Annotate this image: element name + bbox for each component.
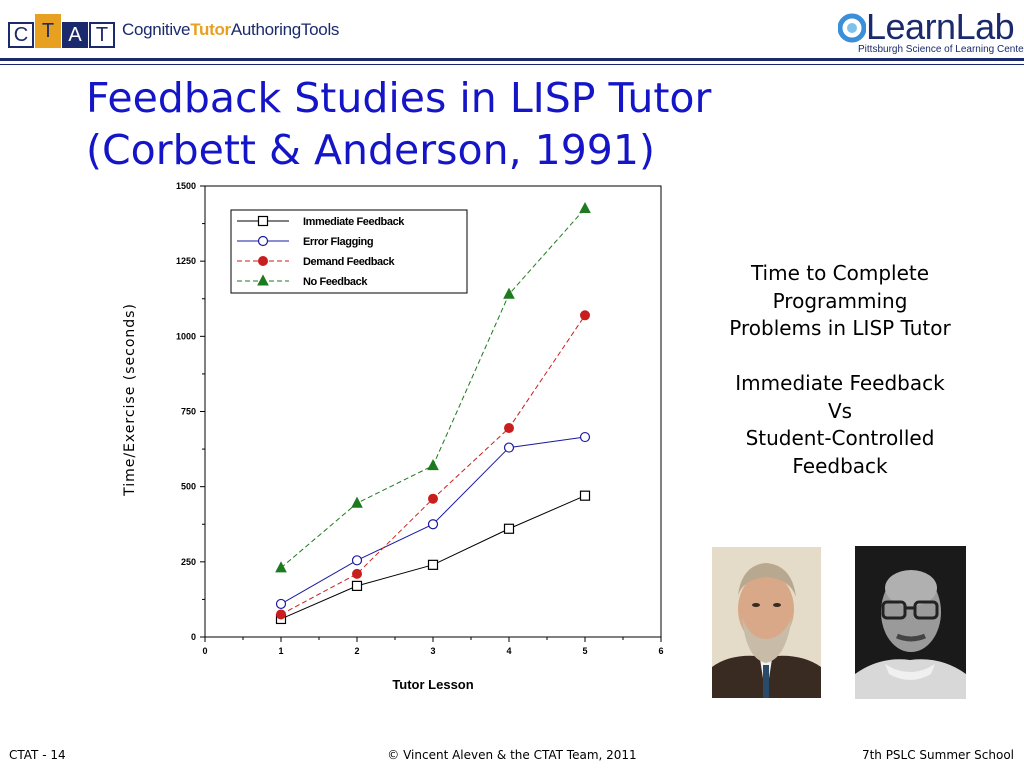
data-point	[276, 609, 286, 620]
x-tick-label: 2	[354, 646, 359, 656]
ctat-tagline: CognitiveTutorAuthoringTools	[122, 20, 339, 40]
y-tick-label: 250	[181, 557, 196, 567]
description-line: Immediate Feedback	[735, 371, 945, 395]
learnlab-swirl-icon	[838, 13, 866, 43]
y-tick-label: 500	[181, 482, 196, 492]
data-point	[503, 442, 515, 453]
header-rule	[0, 58, 1024, 61]
ctat-logo-letter: A	[62, 22, 88, 48]
legend-entry: Immediate Feedback	[303, 216, 405, 228]
series-line	[280, 495, 586, 620]
learnlab-subtitle: Pittsburgh Science of Learning Center	[858, 44, 1024, 55]
data-point	[427, 559, 439, 570]
x-tick-label: 3	[430, 646, 435, 656]
data-point	[579, 431, 591, 443]
ctat-logo-letter: T	[89, 22, 115, 48]
data-point	[351, 496, 363, 508]
y-axis-label: Time/Exercise (seconds)	[122, 303, 138, 497]
slide-header: C T A T CognitiveTutorAuthoringTools Lea…	[0, 0, 1024, 65]
data-point	[579, 201, 591, 214]
ctat-tagline-cognitive: Cognitive	[122, 20, 191, 39]
x-axis-label: Tutor Lesson	[392, 677, 473, 692]
description-line: Problems in LISP Tutor	[729, 316, 951, 340]
y-tick-label: 750	[181, 407, 196, 417]
y-tick-label: 0	[191, 632, 196, 642]
ctat-logo-letter: C	[8, 22, 34, 48]
data-point	[504, 423, 514, 434]
footer-copyright: © Vincent Aleven & the CTAT Team, 2011	[387, 748, 637, 762]
data-point	[275, 561, 287, 573]
footer-slide-number: CTAT - 14	[9, 748, 66, 762]
x-tick-label: 5	[582, 646, 587, 656]
ctat-logo-letter: T	[35, 14, 61, 48]
header-rule-thin	[0, 64, 1024, 65]
data-point	[579, 490, 591, 501]
description-line: Student-Controlled	[745, 426, 935, 450]
footer-event: 7th PSLC Summer School	[861, 748, 1014, 762]
slide-title: Feedback Studies in LISP Tutor (Corbett …	[86, 72, 711, 176]
description-line: Time to Complete	[750, 261, 930, 285]
ctat-logo: C T A T CognitiveTutorAuthoringTools	[8, 12, 339, 48]
description-line: Programming	[772, 288, 908, 313]
data-point	[352, 568, 362, 579]
data-point	[257, 215, 269, 227]
description-line: Feedback	[792, 453, 888, 478]
y-tick-label: 1000	[176, 331, 196, 341]
slide-title-line: Feedback Studies in LISP Tutor	[86, 74, 712, 122]
ctat-tagline-tutor: Tutor	[190, 20, 231, 39]
ctat-tagline-authoring-tools: AuthoringTools	[230, 20, 340, 39]
data-point	[257, 235, 269, 247]
x-tick-label: 0	[202, 646, 207, 656]
description-line: Vs	[827, 398, 853, 423]
description-spacer	[700, 343, 980, 371]
legend-entry: Demand Feedback	[303, 256, 395, 268]
x-tick-label: 1	[278, 646, 283, 656]
learnlab-name: LearnLab	[866, 6, 1015, 47]
portrait-anderson	[855, 546, 966, 699]
data-point	[351, 580, 363, 591]
feedback-line-chart: 0 250 500 750 1000 1250 1500 0 1 2 3 4 5 6 Tutor Lesso…	[122, 181, 664, 692]
legend-box	[230, 209, 468, 294]
learnlab-logo: LearnLab Pittsburgh Science of Learning …	[838, 6, 1024, 56]
x-tick-label: 6	[658, 646, 663, 656]
data-point	[351, 555, 363, 566]
portrait-corbett	[712, 547, 821, 698]
data-point	[257, 274, 269, 286]
data-point	[428, 493, 438, 504]
chart-description: Time to Complete Programming Problems in…	[700, 260, 980, 480]
y-tick-label: 1250	[176, 256, 196, 266]
data-point	[275, 598, 287, 610]
y-tick-label: 1500	[176, 181, 196, 191]
data-point	[503, 287, 515, 299]
x-tick-label: 4	[506, 646, 511, 656]
data-point	[503, 523, 515, 534]
legend-entry: No Feedback	[303, 276, 368, 288]
data-point	[580, 310, 590, 321]
slide-title-line: (Corbett & Anderson, 1991)	[86, 126, 655, 174]
data-point	[427, 459, 439, 471]
data-point	[258, 256, 268, 266]
data-point	[427, 519, 439, 530]
legend-entry: Error Flagging	[303, 236, 373, 248]
